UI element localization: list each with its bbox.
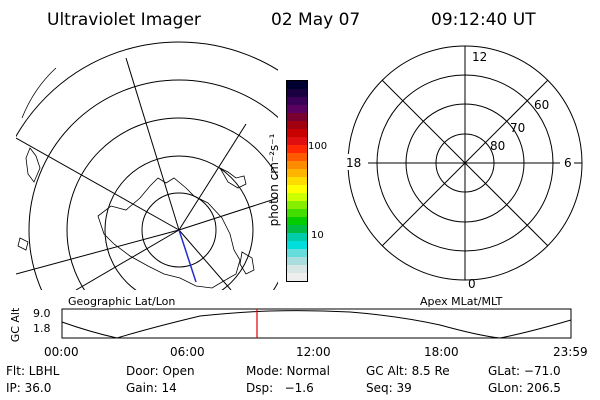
colorbar-band: [287, 89, 307, 97]
polar-plot: 12 18 6 0 60 70 80: [346, 45, 583, 291]
colorbar-band: [287, 169, 307, 177]
longitude-lines: [16, 57, 278, 290]
colorbar-band: [287, 97, 307, 105]
colorbar-band: [287, 145, 307, 153]
mlt-18-label: 18: [346, 156, 361, 170]
timeline-x-tick: 00:00: [44, 345, 79, 359]
timeline-right-title: Apex MLat/MLT: [420, 295, 503, 308]
info-door: Door: Open: [126, 364, 195, 378]
info-seq: Seq: 39: [366, 381, 412, 395]
timeline-left-title: Geographic Lat/Lon: [68, 295, 175, 308]
info-gcalt: GC Alt: 8.5 Re: [366, 364, 450, 378]
timeline-frame: [61, 308, 572, 339]
timeline-x-ticks: 00:00 06:00 12:00 18:00 23:59: [44, 345, 588, 359]
colorbar-band: [287, 137, 307, 145]
mlt-6-label: 6: [564, 156, 572, 170]
info-gain: Gain: 14: [126, 381, 177, 395]
colorbar-band: [287, 233, 307, 241]
mlt-12-label: 12: [472, 50, 487, 64]
info-ip: IP: 36.0: [6, 381, 52, 395]
colorbar-band: [287, 217, 307, 225]
colorbar-tick-10: 10: [311, 230, 324, 241]
timeline-y-tick-top: 9.0: [33, 307, 51, 320]
colorbar-unit-label: photon cm⁻²s⁻¹: [267, 133, 281, 226]
info-glon: GLon: 206.5: [488, 381, 561, 395]
timeline: Geographic Lat/Lon Apex MLat/MLT GC Alt …: [9, 295, 588, 359]
info-glat: GLat: −71.0: [488, 364, 561, 378]
colorbar-band: [287, 177, 307, 185]
colorbar-band: [287, 273, 307, 281]
info-flt: Flt: LBHL: [6, 364, 60, 378]
lat-60-label: 60: [534, 98, 549, 112]
colorbar-band: [287, 257, 307, 265]
latitude-circles: [16, 41, 278, 290]
mlt-0-label: 0: [468, 277, 476, 291]
colorbar-band: [287, 105, 307, 113]
colorbar-strip: [286, 80, 308, 282]
timeline-x-tick: 23:59: [553, 345, 588, 359]
coastlines: [17, 147, 255, 289]
colorbar-band: [287, 153, 307, 161]
colorbar-band: [287, 121, 307, 129]
timeline-x-tick: 06:00: [170, 345, 205, 359]
colorbar-band: [287, 193, 307, 201]
timeline-x-tick: 12:00: [296, 345, 331, 359]
info-dsp: Dsp: −1.6: [246, 381, 314, 395]
lat-80-label: 80: [490, 139, 505, 153]
colorbar-band: [287, 225, 307, 233]
colorbar-band: [287, 201, 307, 209]
spacecraft-track: [178, 229, 197, 283]
colorbar-area: photon cm⁻²s⁻¹ 100 10: [262, 75, 327, 285]
colorbar-band: [287, 249, 307, 257]
lat-70-label: 70: [510, 121, 525, 135]
time-label: 09:12:40 UT: [431, 10, 536, 30]
date-label: 02 May 07: [271, 10, 360, 30]
timeline-y-tick-bottom: 1.8: [33, 322, 51, 335]
info-mode: Mode: Normal: [246, 364, 330, 378]
colorbar-band: [287, 265, 307, 273]
colorbar-band: [287, 185, 307, 193]
header: Ultraviolet Imager 02 May 07 09:12:40 UT: [47, 10, 536, 30]
colorbar-label: photon cm⁻²s⁻¹: [267, 133, 281, 226]
geographic-map: [16, 41, 278, 290]
polar-spokes: [348, 46, 582, 280]
colorbar-band: [287, 113, 307, 121]
timeline-x-tick: 18:00: [424, 345, 459, 359]
colorbar-band: [287, 241, 307, 249]
altitude-curve: [61, 310, 572, 339]
colorbar-band: [287, 129, 307, 137]
colorbar-tick-100: 100: [308, 141, 328, 152]
colorbar-band: [287, 81, 307, 89]
colorbar-band: [287, 161, 307, 169]
colorbar-band: [287, 209, 307, 217]
timeline-y-label: GC Alt: [9, 307, 22, 342]
instrument-title: Ultraviolet Imager: [47, 10, 201, 30]
